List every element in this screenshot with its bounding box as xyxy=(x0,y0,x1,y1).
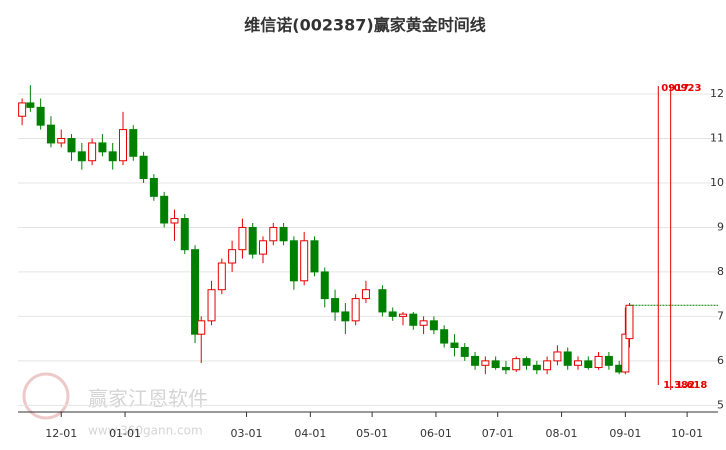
candle-body xyxy=(46,124,55,144)
time-line-ratio: 1.618 xyxy=(676,380,708,391)
candle-body xyxy=(149,178,158,197)
x-tick-label: 08-01 xyxy=(546,427,578,440)
candle-body xyxy=(170,218,179,224)
candle-body xyxy=(238,226,247,251)
candle-body xyxy=(331,298,340,313)
candle-body xyxy=(491,360,500,369)
candle-body xyxy=(57,137,66,144)
candle-body xyxy=(563,351,572,366)
candle-body xyxy=(378,289,387,313)
candle-body xyxy=(419,320,428,326)
candle-body xyxy=(67,137,76,153)
candle-body xyxy=(180,218,189,251)
x-tick-label: 07-01 xyxy=(482,427,514,440)
candle-body xyxy=(279,226,288,242)
watermark-logo xyxy=(22,372,70,420)
x-tick-label: 10-01 xyxy=(671,427,703,440)
candle-body xyxy=(248,226,257,255)
chart-title: 维信诺(002387)赢家黄金时间线 xyxy=(244,16,485,35)
candle-body xyxy=(625,304,634,340)
candle-body xyxy=(460,347,469,357)
watermark-text: 赢家江恩软件 xyxy=(88,387,208,411)
y-tick-label: 9 xyxy=(717,220,724,233)
candle-body xyxy=(36,106,45,126)
x-tick-label: 09-01 xyxy=(609,427,641,440)
x-tick-label: 12-01 xyxy=(45,427,77,440)
watermark-url: www.360gann.com xyxy=(88,424,203,438)
x-tick-label: 01-01 xyxy=(109,427,141,440)
candle-body xyxy=(584,360,593,369)
x-tick-label: 03-01 xyxy=(231,427,263,440)
candle-body xyxy=(191,249,200,335)
x-tick-label: 04-01 xyxy=(294,427,326,440)
candle-body xyxy=(532,364,541,371)
candle-body xyxy=(471,355,480,366)
candle-body xyxy=(207,289,216,322)
candle-body xyxy=(399,313,407,317)
watermark: 赢家江恩软件 www.360gann.com xyxy=(22,372,208,438)
candle-body xyxy=(553,351,562,362)
candle-body xyxy=(604,355,613,366)
candle-body xyxy=(341,311,350,322)
time-line-label: 0923 xyxy=(674,83,702,94)
y-tick-label: 7 xyxy=(717,309,724,322)
candle-body xyxy=(481,360,490,366)
y-tick-label: 6 xyxy=(717,354,724,367)
candle-body xyxy=(108,151,117,162)
candle-body xyxy=(129,129,138,157)
candle-body xyxy=(621,333,630,373)
candle-body xyxy=(269,226,278,242)
candle-body xyxy=(594,355,603,369)
candle-body xyxy=(18,102,27,117)
candle-body xyxy=(289,240,298,282)
candle-body xyxy=(543,360,552,371)
y-tick-label: 8 xyxy=(717,265,724,278)
candle-body xyxy=(88,142,97,162)
candle-body xyxy=(501,367,510,371)
candle-body xyxy=(429,320,438,331)
candle-body xyxy=(409,313,418,326)
candle-body xyxy=(388,311,397,317)
candle-body xyxy=(259,240,267,255)
y-tick-label: 5 xyxy=(717,398,724,411)
candle-body xyxy=(310,240,319,273)
candle-body xyxy=(77,151,86,162)
candle-body xyxy=(26,102,35,108)
candle-body xyxy=(98,142,107,153)
candle-body xyxy=(351,298,360,322)
candle-body xyxy=(228,249,237,264)
candle-body xyxy=(119,129,127,162)
candle-body xyxy=(300,240,309,282)
candle-body xyxy=(139,155,148,180)
candle-body xyxy=(522,358,531,366)
x-tick-label: 05-01 xyxy=(356,427,388,440)
candle-body xyxy=(574,360,582,366)
y-tick-label: 11 xyxy=(710,131,724,144)
x-tick-label: 06-01 xyxy=(420,427,452,440)
time-line-ratio: 1.382 xyxy=(663,380,695,391)
time-line-label: 0917 xyxy=(661,83,689,94)
y-tick-label: 12 xyxy=(710,87,724,100)
y-tick-label: 10 xyxy=(710,176,724,189)
candle-body xyxy=(217,262,226,291)
candle-body xyxy=(160,195,169,224)
candle-body xyxy=(197,320,206,335)
candle-body xyxy=(320,271,329,300)
candle-body xyxy=(512,358,521,371)
candle-body xyxy=(440,329,449,344)
candle-body xyxy=(361,289,370,300)
candle-body xyxy=(450,342,459,349)
